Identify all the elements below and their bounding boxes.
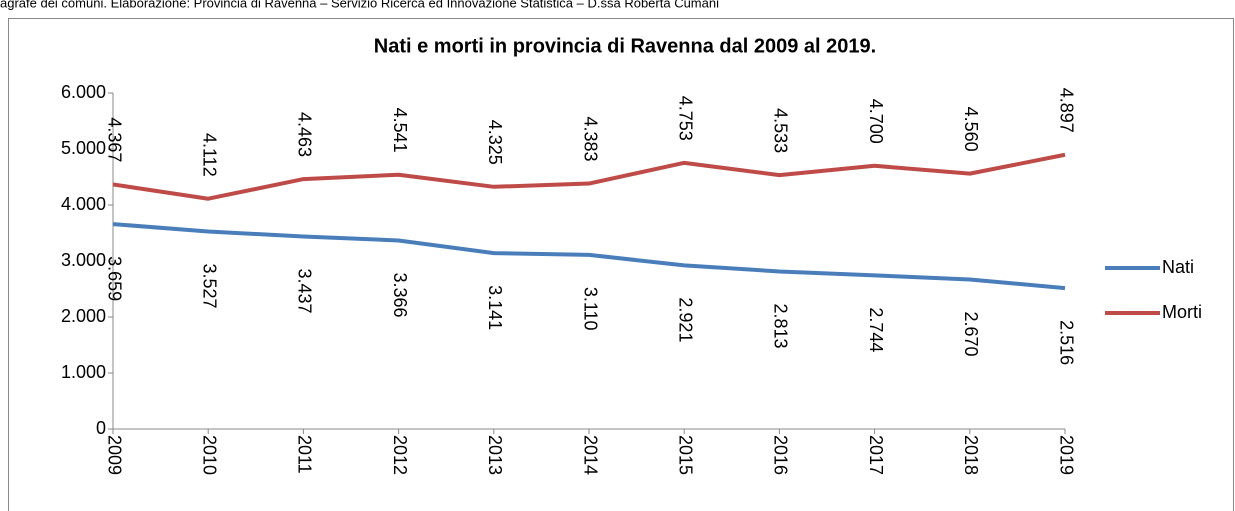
data-label: 4.560 — [961, 107, 981, 152]
x-tick-label: 2016 — [771, 435, 791, 475]
y-tick-label: 6.000 — [61, 82, 106, 102]
data-label: 4.383 — [580, 117, 600, 162]
y-tick-label: 4.000 — [61, 194, 106, 214]
data-label: 3.110 — [580, 287, 600, 331]
data-label: 3.437 — [295, 269, 315, 314]
data-label: 4.367 — [104, 117, 124, 162]
data-label: 4.112 — [199, 133, 219, 177]
legend-label: Morti — [1162, 302, 1202, 322]
data-label: 3.141 — [485, 285, 505, 330]
x-tick-label: 2017 — [866, 435, 886, 475]
data-label: 2.516 — [1056, 320, 1076, 365]
y-tick-label: 3.000 — [61, 250, 106, 270]
data-label: 4.700 — [866, 99, 886, 144]
x-tick-label: 2015 — [675, 435, 695, 475]
x-tick-label: 2013 — [485, 435, 505, 475]
data-label: 3.366 — [390, 273, 410, 318]
legend-label: Nati — [1162, 257, 1194, 277]
y-tick-label: 0 — [96, 418, 106, 438]
data-label: 2.813 — [771, 303, 791, 348]
x-tick-label: 2018 — [961, 435, 981, 475]
data-label: 4.463 — [295, 112, 315, 157]
data-label: 4.541 — [390, 108, 410, 153]
data-label: 4.325 — [485, 120, 505, 165]
data-label: 2.670 — [961, 311, 981, 356]
series-line — [112, 222, 1066, 291]
data-label: 4.897 — [1056, 88, 1076, 133]
chart-title: Nati e morti in provincia di Ravenna dal… — [374, 35, 876, 57]
x-tick-label: 2009 — [104, 435, 124, 475]
data-label: 4.753 — [675, 96, 695, 141]
x-tick-label: 2010 — [199, 435, 219, 475]
x-tick-label: 2014 — [580, 435, 600, 475]
data-label: 2.921 — [675, 297, 695, 342]
y-tick-label: 1.000 — [61, 362, 106, 382]
y-tick-label: 5.000 — [61, 138, 106, 158]
source-note: agrafe dei comuni. Elaborazione: Provinc… — [0, 0, 719, 10]
x-tick-label: 2019 — [1056, 435, 1076, 475]
data-label: 3.659 — [104, 256, 124, 301]
data-label: 2.744 — [866, 307, 886, 352]
data-label: 4.533 — [771, 108, 791, 153]
data-label: 3.527 — [199, 263, 219, 308]
x-tick-label: 2011 — [295, 435, 315, 474]
x-tick-label: 2012 — [390, 435, 410, 475]
chart-frame — [8, 18, 1234, 511]
series-line — [112, 152, 1066, 201]
y-tick-label: 2.000 — [61, 306, 106, 326]
